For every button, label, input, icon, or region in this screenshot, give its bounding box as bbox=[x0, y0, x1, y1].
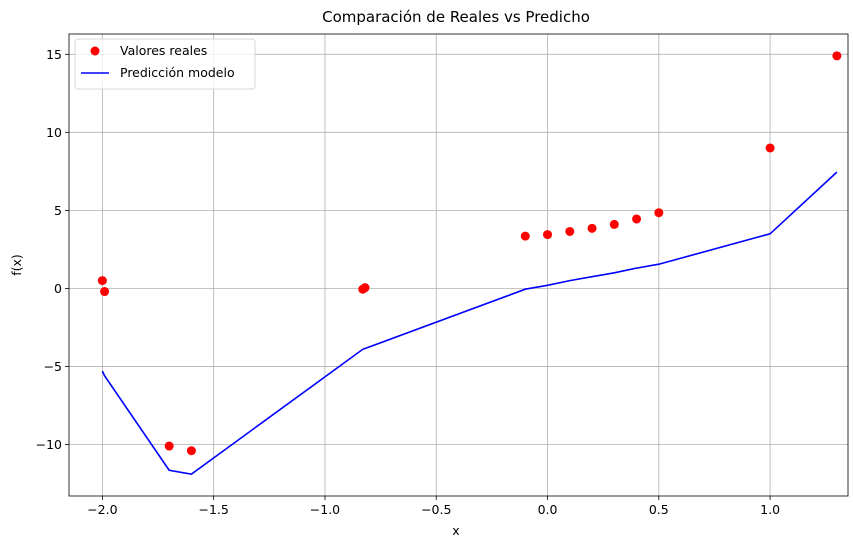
data-point-valores-reales-13 bbox=[765, 143, 775, 153]
data-point-valores-reales-9 bbox=[587, 223, 597, 233]
chart-title: Comparación de Reales vs Predicho bbox=[322, 8, 590, 26]
x-tick-label: −1.5 bbox=[198, 502, 228, 517]
x-tick-label: −0.5 bbox=[421, 502, 451, 517]
y-tick-label: −5 bbox=[44, 359, 62, 374]
x-axis-label: x bbox=[452, 523, 459, 538]
legend-label-valores-reales: Valores reales bbox=[120, 43, 207, 58]
data-point-valores-reales-6 bbox=[520, 231, 530, 241]
y-tick-label: 0 bbox=[54, 281, 62, 296]
y-tick-label: 15 bbox=[46, 47, 62, 62]
x-tick-label: 0.5 bbox=[649, 502, 669, 517]
legend-box bbox=[74, 38, 256, 90]
data-point-valores-reales-7 bbox=[543, 230, 553, 240]
data-point-valores-reales-1 bbox=[100, 287, 110, 297]
x-axis: −2.0 −1.5 −1.0 −0.5 0.0 0.5 1.0 bbox=[87, 496, 780, 517]
legend-label-prediccion-modelo: Predicción modelo bbox=[120, 65, 235, 80]
x-tick-label: −2.0 bbox=[87, 502, 117, 517]
x-tick-label: −1.0 bbox=[310, 502, 340, 517]
grid bbox=[69, 34, 848, 496]
x-tick-label: 0.0 bbox=[538, 502, 558, 517]
data-point-valores-reales-10 bbox=[609, 219, 619, 229]
data-point-valores-reales-5 bbox=[360, 283, 370, 293]
legend-marker-valores-reales bbox=[90, 46, 100, 56]
legend: Valores reales Predicción modelo bbox=[74, 38, 256, 90]
y-axis: −10 −5 0 5 10 15 bbox=[36, 47, 69, 452]
y-axis-label: f(x) bbox=[9, 254, 24, 276]
y-tick-label: 10 bbox=[46, 125, 62, 140]
x-tick-label: 1.0 bbox=[760, 502, 780, 517]
data-point-valores-reales-8 bbox=[565, 226, 575, 236]
data-point-valores-reales-12 bbox=[654, 208, 664, 218]
series-line-prediccion-modelo bbox=[101, 171, 838, 475]
y-tick-label: −10 bbox=[36, 437, 62, 452]
data-point-valores-reales-3 bbox=[186, 446, 196, 456]
data-point-valores-reales-14 bbox=[832, 51, 842, 61]
data-point-valores-reales-11 bbox=[632, 214, 642, 224]
plot-frame bbox=[68, 33, 849, 497]
plot-area bbox=[97, 51, 842, 475]
data-point-valores-reales-2 bbox=[164, 441, 174, 451]
y-tick-label: 5 bbox=[54, 203, 62, 218]
data-point-valores-reales-0 bbox=[97, 276, 107, 286]
